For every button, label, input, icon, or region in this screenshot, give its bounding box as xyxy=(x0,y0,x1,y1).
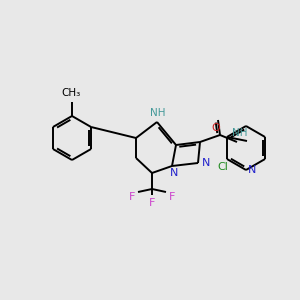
Text: F: F xyxy=(149,198,155,208)
Text: F: F xyxy=(129,192,135,202)
Text: N: N xyxy=(248,165,256,175)
Text: F: F xyxy=(169,192,175,202)
Text: N: N xyxy=(202,158,210,168)
Text: NH: NH xyxy=(232,128,248,138)
Text: O: O xyxy=(212,123,220,133)
Text: Cl: Cl xyxy=(218,162,228,172)
Text: NH: NH xyxy=(150,108,166,118)
Text: CH₃: CH₃ xyxy=(61,88,81,98)
Text: N: N xyxy=(170,168,178,178)
